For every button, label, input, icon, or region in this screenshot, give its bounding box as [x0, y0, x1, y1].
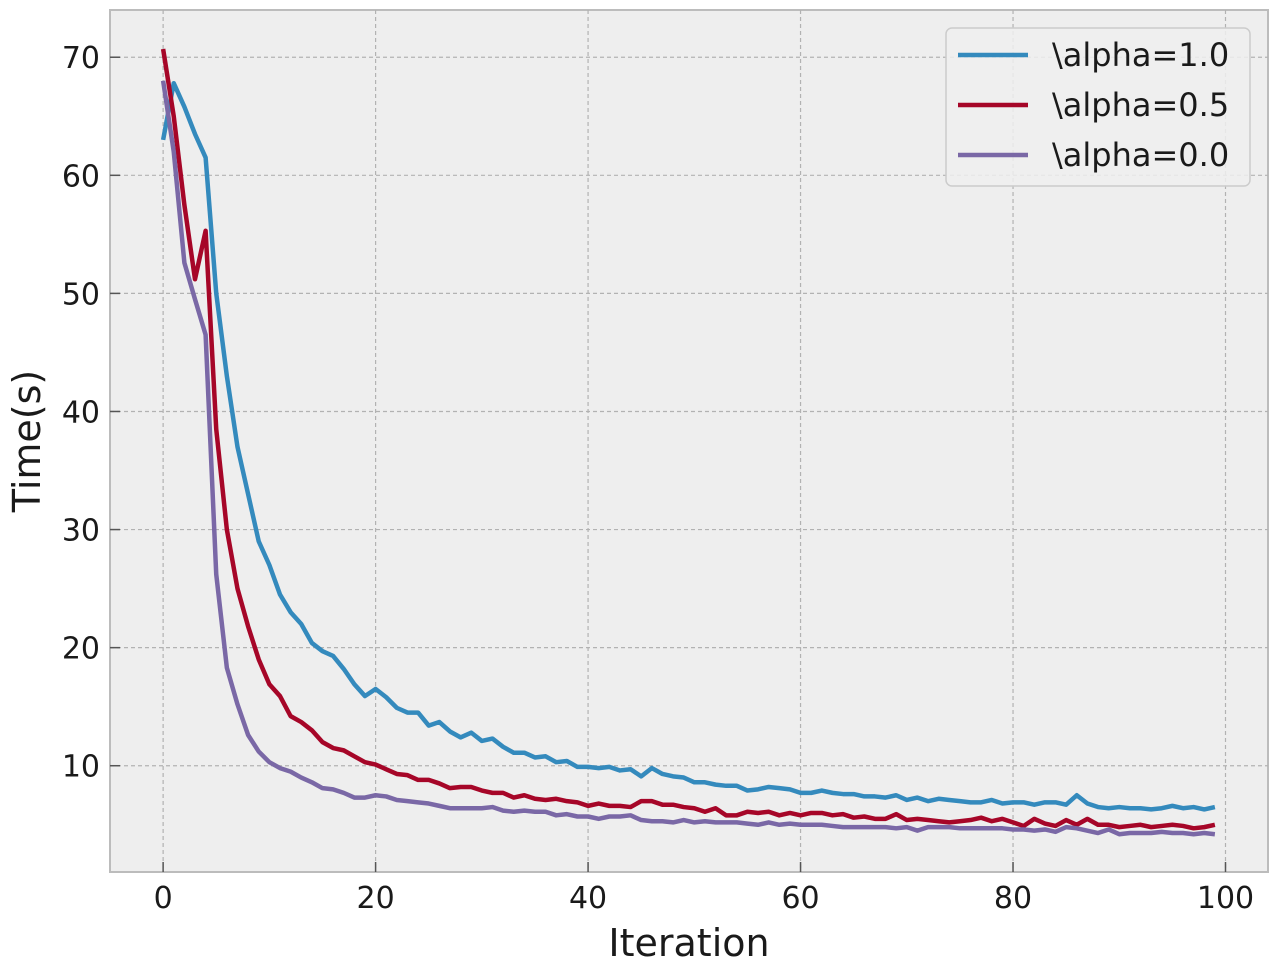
y-tick-label: 20 [62, 632, 100, 667]
y-axis-label: Time(s) [5, 370, 49, 513]
x-tick-label: 60 [781, 881, 819, 916]
x-tick-label: 80 [994, 881, 1032, 916]
legend-label: \alpha=0.0 [1052, 136, 1229, 174]
x-tick-label: 20 [357, 881, 395, 916]
y-tick-label: 50 [62, 277, 100, 312]
y-tick-label: 70 [62, 41, 100, 76]
legend-label: \alpha=1.0 [1052, 36, 1229, 74]
legend-label: \alpha=0.5 [1052, 86, 1229, 124]
x-tick-label: 0 [154, 881, 173, 916]
legend: \alpha=1.0 \alpha=0.5 \alpha=0.0 [945, 27, 1251, 187]
series-line-alpha-0-5 [160, 48, 1216, 831]
axes: 0 20 40 60 80 100 10 20 30 40 50 60 70 [62, 41, 1254, 916]
y-tick-label: 40 [62, 395, 100, 430]
x-tick-label: 40 [569, 881, 607, 916]
x-tick-label: 100 [1197, 881, 1254, 916]
legend-box [945, 27, 1251, 187]
series-line-alpha-1-0 [160, 80, 1216, 812]
x-axis-label: Iteration [608, 921, 769, 960]
y-tick-label: 10 [62, 750, 100, 785]
series-lines [160, 48, 1216, 837]
series-line-alpha-0-0 [160, 80, 1216, 837]
y-tick-label: 60 [62, 159, 100, 194]
y-tick-label: 30 [62, 514, 100, 549]
